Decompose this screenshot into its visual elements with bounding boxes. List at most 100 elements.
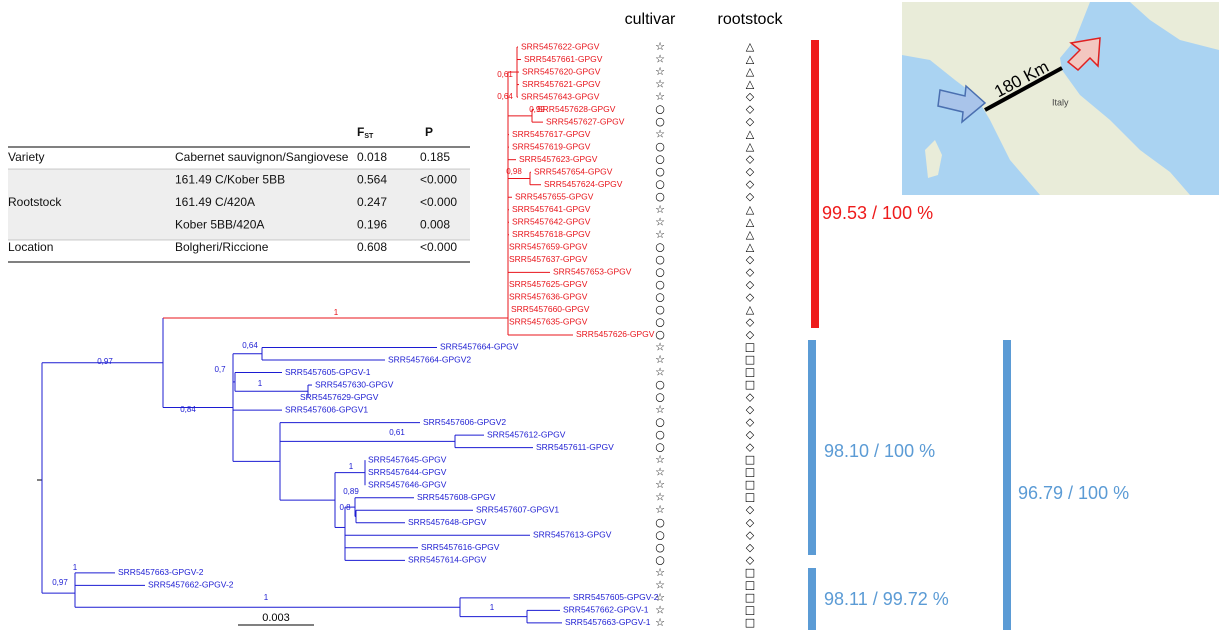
table-cell: 0.008 <box>420 218 450 232</box>
cultivar-symbol: ☆ <box>655 603 665 616</box>
leaf-label: SRR5457655-GPGV <box>515 191 594 201</box>
cultivar-symbol: ○ <box>655 140 665 153</box>
cultivar-symbol: ☆ <box>655 566 665 579</box>
leaf-label: SRR5457642-GPGV <box>512 217 591 227</box>
leaf-label: SRR5457607-GPGV1 <box>476 504 559 514</box>
support-value: 0,98 <box>506 167 522 176</box>
table-cell: 161.49 C/Kober 5BB <box>175 173 285 187</box>
rootstock-symbol: □ <box>745 453 755 466</box>
rootstock-symbol: □ <box>745 566 755 579</box>
table-header: FST <box>357 125 374 140</box>
cultivar-symbol: ☆ <box>655 616 665 629</box>
table-cell: <0.000 <box>420 173 457 187</box>
leaf-label: SRR5457613-GPGV <box>533 530 612 540</box>
cultivar-symbol: ○ <box>655 265 665 278</box>
rootstock-symbol: △ <box>746 78 755 91</box>
rootstock-symbol: △ <box>746 40 755 53</box>
leaf-label: SRR5457618-GPGV <box>512 229 591 239</box>
rootstock-symbol: ◇ <box>746 103 755 116</box>
cultivar-symbol: ☆ <box>655 491 665 504</box>
table-cell: Bolgheri/Riccione <box>175 240 269 254</box>
cultivar-symbol: ☆ <box>655 128 665 141</box>
cultivar-symbol: ○ <box>655 153 665 166</box>
cultivar-symbol: ○ <box>655 315 665 328</box>
table-group: Rootstock <box>8 195 62 209</box>
cultivar-symbol: ☆ <box>655 503 665 516</box>
cultivar-symbol: ☆ <box>655 215 665 228</box>
rootstock-symbol: ◇ <box>746 403 755 416</box>
rootstock-symbol: ◇ <box>746 503 755 516</box>
cultivar-symbol: ○ <box>655 553 665 566</box>
rootstock-symbol: △ <box>746 215 755 228</box>
leaf-label: SRR5457621-GPGV <box>522 79 601 89</box>
cultivar-symbol: ☆ <box>655 478 665 491</box>
support-value: 1 <box>73 563 78 572</box>
rootstock-symbol: △ <box>746 303 755 316</box>
rootstock-symbol: □ <box>745 466 755 479</box>
cultivar-symbol: ☆ <box>655 340 665 353</box>
cultivar-symbol: ○ <box>655 165 665 178</box>
rootstock-symbol: ◇ <box>746 165 755 178</box>
rootstock-symbol: △ <box>746 140 755 153</box>
table-cell: Kober 5BB/420A <box>175 218 264 232</box>
rootstock-symbol: □ <box>745 616 755 629</box>
rootstock-symbol: ◇ <box>746 541 755 554</box>
leaf-label: SRR5457611-GPGV <box>536 442 614 452</box>
leaf-label: SRR5457646-GPGV <box>368 479 447 489</box>
cultivar-symbol: ☆ <box>655 40 665 53</box>
rootstock-symbol: ◇ <box>746 90 755 103</box>
rootstock-symbol: △ <box>746 128 755 141</box>
leaf-label: SRR5457648-GPGV <box>408 517 487 527</box>
rootstock-symbol: □ <box>745 353 755 366</box>
leaf-label: SRR5457605-GPGV-2 <box>573 592 659 602</box>
cultivar-symbol: ☆ <box>655 203 665 216</box>
rootstock-symbol: ◇ <box>746 528 755 541</box>
cultivar-symbol: ☆ <box>655 53 665 66</box>
header-main: F <box>357 125 364 139</box>
support-value: 1 <box>334 308 339 317</box>
clade-identity: 98.10 / 100 % <box>824 441 935 461</box>
leaf-label: SRR5457637-GPGV <box>509 254 588 264</box>
phylogenetic-tree: SRR5457622-GPGV☆△SRR5457661-GPGV☆△SRR545… <box>37 40 755 629</box>
support-value: 0,61 <box>497 70 513 79</box>
header-main: P <box>425 125 433 139</box>
support-value: 0,7 <box>214 365 226 374</box>
rootstock-symbol: □ <box>745 578 755 591</box>
cultivar-symbol: ○ <box>655 528 665 541</box>
leaf-label: SRR5457663-GPGV-2 <box>118 567 204 577</box>
cultivar-symbol: ○ <box>655 115 665 128</box>
leaf-label: SRR5457654-GPGV <box>534 166 613 176</box>
cultivar-symbol: ○ <box>655 328 665 341</box>
leaf-label: SRR5457608-GPGV <box>417 492 496 502</box>
support-value: 0,99 <box>529 105 545 114</box>
support-value: 0,64 <box>242 341 258 350</box>
support-value: 1 <box>349 462 354 471</box>
leaf-label: SRR5457663-GPGV-1 <box>565 617 651 627</box>
leaf-label: SRR5457624-GPGV <box>544 179 623 189</box>
leaf-label: SRR5457619-GPGV <box>512 141 591 151</box>
support-value: 0,64 <box>497 92 513 101</box>
cultivar-symbol: ☆ <box>655 228 665 241</box>
table-header: P <box>425 125 433 139</box>
cultivar-symbol: ○ <box>655 391 665 404</box>
rootstock-symbol: ◇ <box>746 178 755 191</box>
leaf-label: SRR5457653-GPGV <box>553 267 632 277</box>
table-cell: 0.185 <box>420 150 450 164</box>
rootstock-symbol: ◇ <box>746 290 755 303</box>
cultivar-symbol: ○ <box>655 240 665 253</box>
cultivar-symbol: ☆ <box>655 403 665 416</box>
rootstock-symbol: ◇ <box>746 265 755 278</box>
scale-label: 0.003 <box>262 612 290 624</box>
cultivar-symbol: ○ <box>655 378 665 391</box>
support-value: 0,97 <box>97 357 113 366</box>
leaf-label: SRR5457626-GPGV <box>576 329 655 339</box>
leaf-label: SRR5457622-GPGV <box>521 41 600 51</box>
leaf-label: SRR5457643-GPGV <box>521 91 600 101</box>
leaf-label: SRR5457629-GPGV <box>300 392 379 402</box>
cultivar-symbol: ○ <box>655 516 665 529</box>
table-cell: 0.018 <box>357 150 387 164</box>
cultivar-symbol: ○ <box>655 253 665 266</box>
support-value: 0,97 <box>52 578 68 587</box>
table-cell: 0.608 <box>357 240 387 254</box>
leaf-label: SRR5457664-GPGV2 <box>388 354 471 364</box>
